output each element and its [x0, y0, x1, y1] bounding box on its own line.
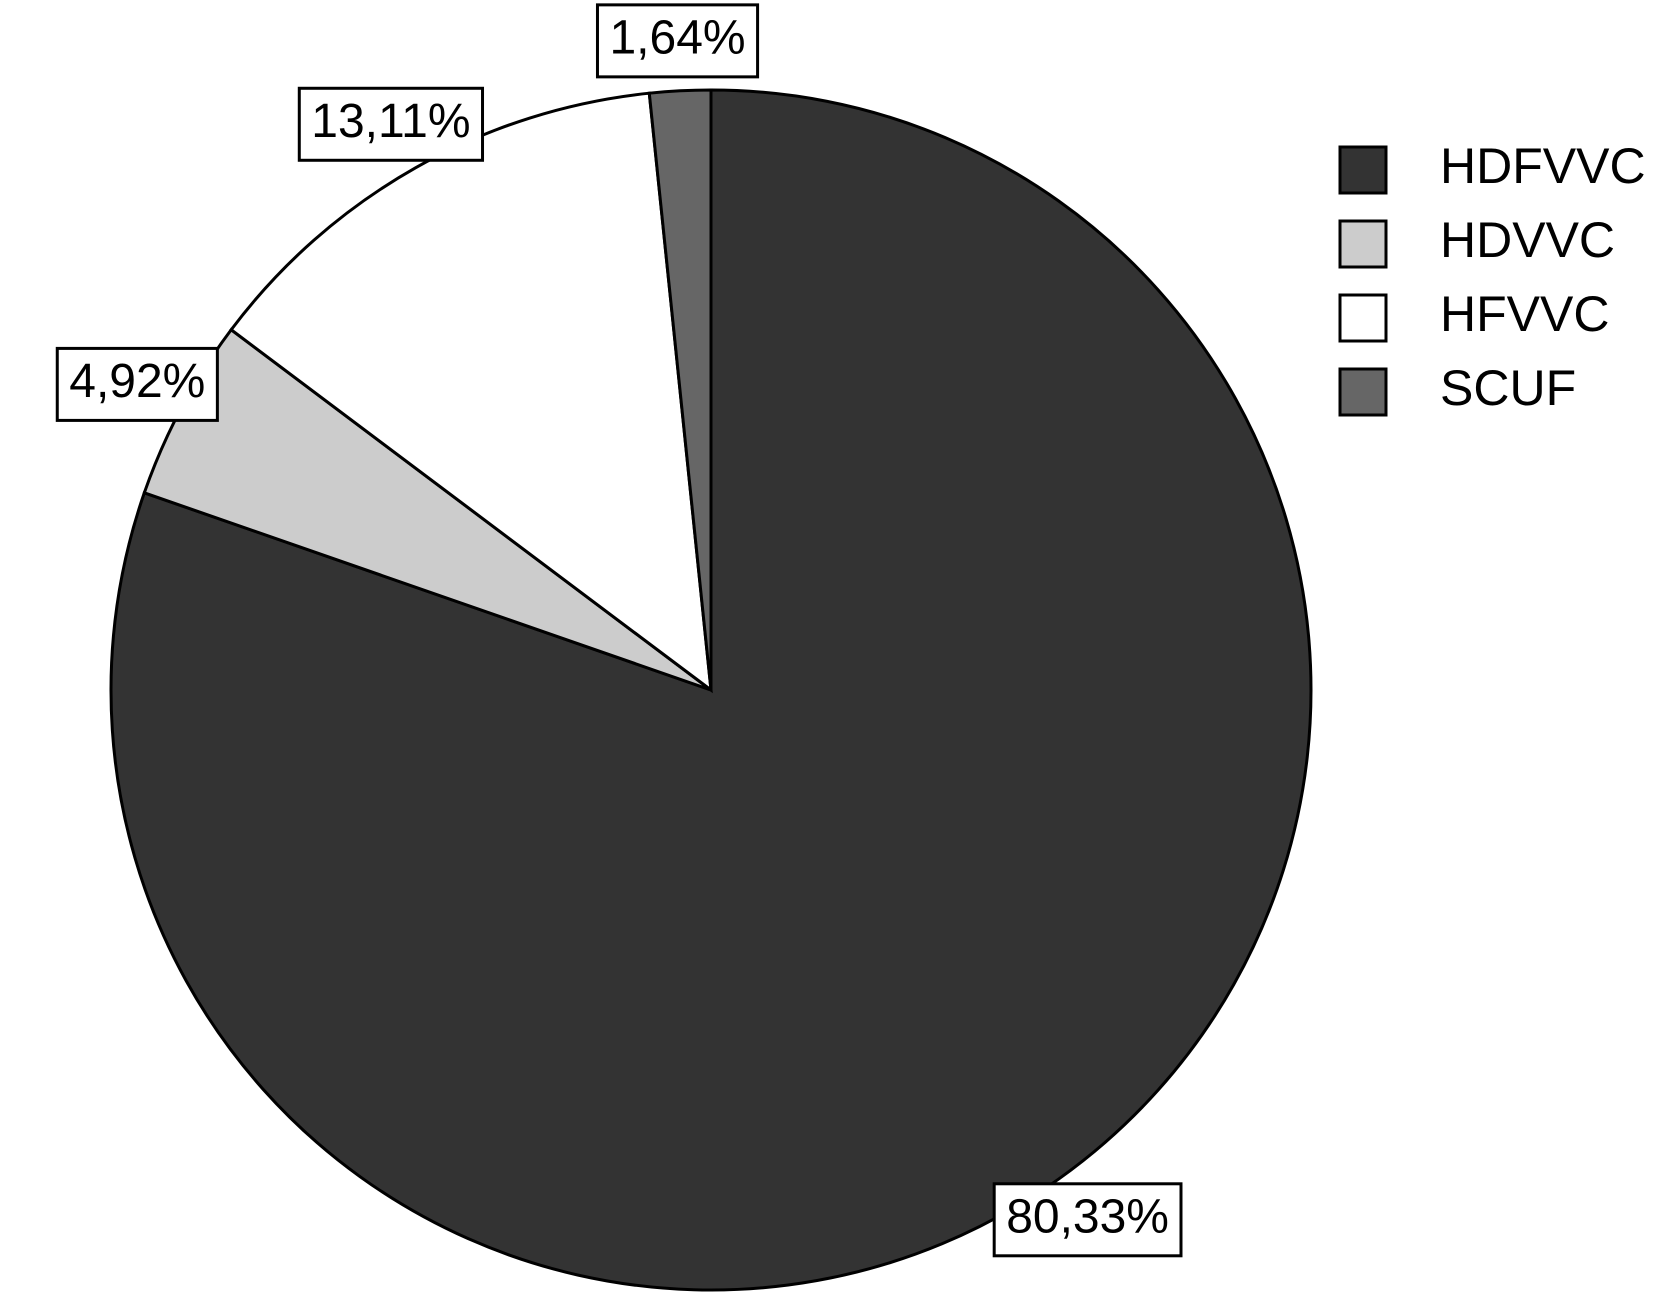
pie-slice: [109, 88, 1313, 1292]
value-label-box: [992, 1182, 1183, 1258]
value-label: 80,33%: [1006, 1190, 1169, 1243]
legend-swatch: [1338, 219, 1388, 269]
legend-label: HFVVC: [1440, 286, 1609, 342]
legend-label: HDVVC: [1440, 212, 1615, 268]
legend-label: SCUF: [1440, 360, 1576, 416]
legend-swatch: [1338, 367, 1388, 417]
value-label: 13,11%: [311, 95, 470, 148]
legend-label: HDFVVC: [1440, 138, 1646, 194]
value-label-box: [55, 346, 219, 422]
pie-slice: [229, 91, 713, 694]
value-label-box: [297, 86, 485, 162]
value-label: 4,92%: [69, 355, 205, 408]
legend-swatch: [1338, 293, 1388, 343]
value-label: 1,64%: [609, 12, 745, 65]
value-label-box: [595, 3, 760, 79]
pie-slice: [647, 88, 713, 691]
legend-swatch: [1338, 145, 1388, 195]
